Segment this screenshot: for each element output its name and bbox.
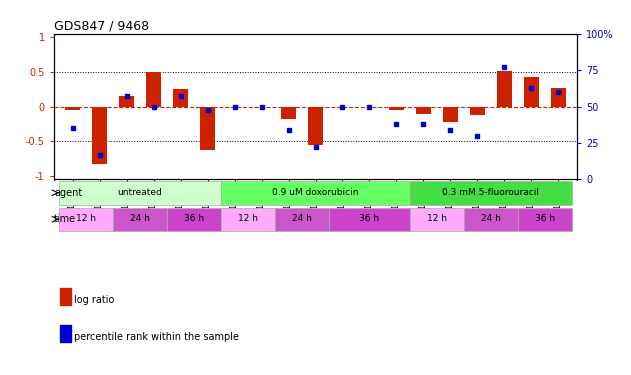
Bar	[389, 106, 404, 110]
Bar	[410, 208, 464, 231]
Text: 36 h: 36 h	[535, 214, 555, 223]
Bar	[200, 106, 215, 150]
Text: 0.3 mM 5-fluorouracil: 0.3 mM 5-fluorouracil	[442, 188, 540, 197]
Bar	[275, 208, 329, 231]
Text: percentile rank within the sample: percentile rank within the sample	[74, 333, 239, 342]
Bar	[524, 78, 539, 106]
Text: 12 h: 12 h	[76, 214, 96, 223]
Bar	[308, 106, 323, 145]
Text: 24 h: 24 h	[130, 214, 150, 223]
Text: agent: agent	[54, 188, 82, 198]
Bar	[221, 182, 410, 205]
Bar	[92, 106, 107, 164]
Bar	[119, 96, 134, 106]
Text: 12 h: 12 h	[427, 214, 447, 223]
Bar	[416, 106, 431, 114]
Bar	[59, 208, 113, 231]
Bar	[59, 182, 221, 205]
Bar	[167, 208, 221, 231]
Bar	[329, 208, 410, 231]
Text: 36 h: 36 h	[360, 214, 380, 223]
Bar	[146, 72, 161, 106]
Bar	[410, 182, 572, 205]
Text: untreated: untreated	[117, 188, 162, 197]
Text: 0.9 uM doxorubicin: 0.9 uM doxorubicin	[272, 188, 359, 197]
Text: GDS847 / 9468: GDS847 / 9468	[54, 20, 149, 33]
Bar	[173, 89, 188, 106]
Text: 24 h: 24 h	[292, 214, 312, 223]
Text: time: time	[54, 214, 76, 224]
Bar	[551, 88, 566, 106]
Text: 24 h: 24 h	[481, 214, 501, 223]
Text: 12 h: 12 h	[238, 214, 258, 223]
Bar	[443, 106, 458, 122]
Bar	[221, 208, 275, 231]
Bar	[464, 208, 518, 231]
Bar	[65, 106, 80, 110]
Bar	[518, 208, 572, 231]
Bar	[470, 106, 485, 115]
Bar	[281, 106, 296, 119]
Text: log ratio: log ratio	[74, 295, 114, 305]
Bar	[113, 208, 167, 231]
Text: 36 h: 36 h	[184, 214, 204, 223]
Bar	[497, 70, 512, 106]
